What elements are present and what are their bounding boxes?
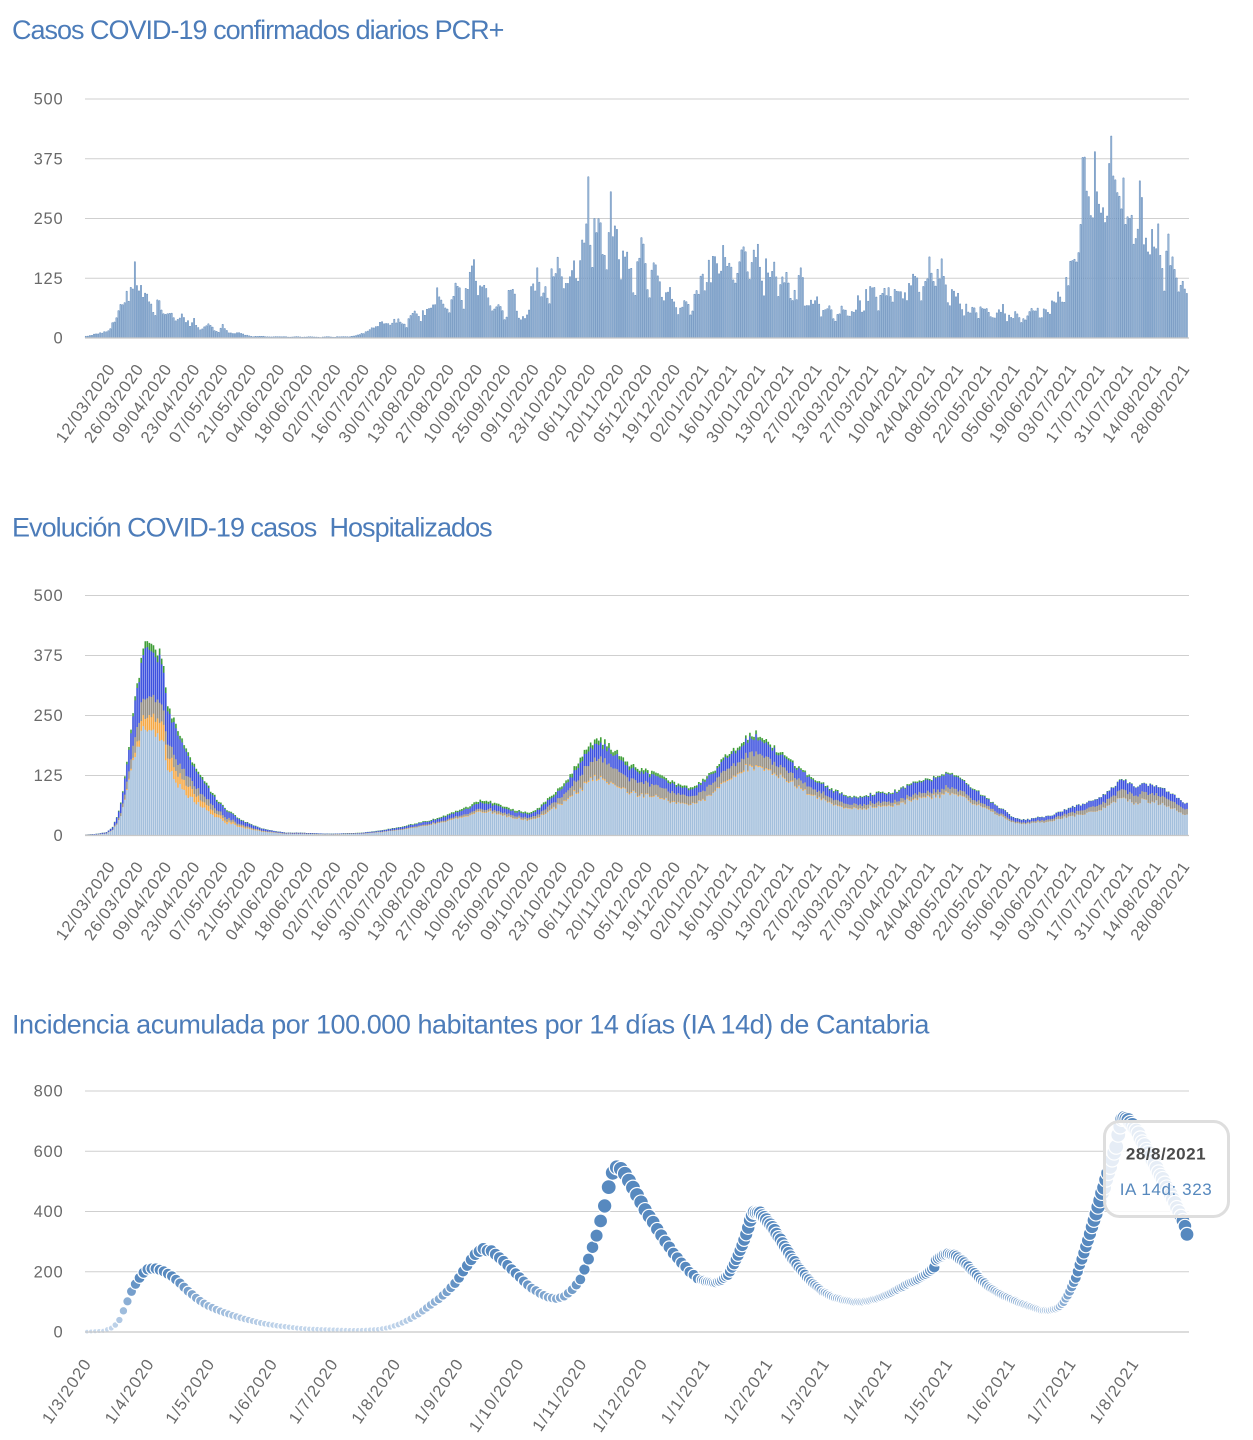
svg-text:1/3/2021: 1/3/2021 bbox=[777, 1355, 834, 1427]
svg-text:1/4/2021: 1/4/2021 bbox=[840, 1355, 897, 1427]
svg-text:500: 500 bbox=[34, 587, 64, 605]
svg-text:1/10/2020: 1/10/2020 bbox=[466, 1355, 529, 1436]
svg-text:1/5/2021: 1/5/2021 bbox=[900, 1355, 957, 1427]
svg-text:375: 375 bbox=[34, 150, 64, 168]
svg-text:Casos COVID-19 confirmados dia: Casos COVID-19 confirmados diarios PCR+ bbox=[12, 15, 504, 45]
svg-text:1/4/2020: 1/4/2020 bbox=[102, 1355, 159, 1427]
svg-text:500: 500 bbox=[34, 91, 64, 109]
svg-text:200: 200 bbox=[34, 1263, 64, 1281]
svg-text:125: 125 bbox=[34, 270, 64, 288]
svg-text:1/7/2020: 1/7/2020 bbox=[286, 1355, 343, 1427]
svg-text:1/2/2021: 1/2/2021 bbox=[720, 1355, 777, 1427]
svg-text:1/8/2021: 1/8/2021 bbox=[1086, 1355, 1143, 1427]
svg-text:375: 375 bbox=[34, 647, 64, 665]
svg-text:250: 250 bbox=[34, 707, 64, 725]
svg-text:1/9/2020: 1/9/2020 bbox=[411, 1355, 468, 1427]
svg-text:1/7/2021: 1/7/2021 bbox=[1024, 1355, 1081, 1427]
svg-text:Evolución COVID-19 casos Hosp: Evolución COVID-19 casos Hospitalizados bbox=[12, 513, 492, 543]
svg-text:1/6/2021: 1/6/2021 bbox=[963, 1355, 1020, 1427]
svg-text:400: 400 bbox=[34, 1203, 64, 1221]
svg-text:1/12/2020: 1/12/2020 bbox=[589, 1355, 652, 1436]
svg-text:0: 0 bbox=[54, 827, 64, 845]
svg-text:1/6/2020: 1/6/2020 bbox=[225, 1355, 282, 1427]
svg-text:125: 125 bbox=[34, 767, 64, 785]
svg-text:600: 600 bbox=[34, 1143, 64, 1161]
svg-text:1/5/2020: 1/5/2020 bbox=[162, 1355, 219, 1427]
svg-text:250: 250 bbox=[34, 210, 64, 228]
svg-text:0: 0 bbox=[54, 330, 64, 348]
svg-text:Incidencia acumulada por 100.0: Incidencia acumulada por 100.000 habitan… bbox=[12, 1010, 930, 1040]
svg-text:0: 0 bbox=[54, 1324, 64, 1342]
svg-text:IA 14d: 323: IA 14d: 323 bbox=[1120, 1180, 1213, 1199]
svg-text:1/3/2020: 1/3/2020 bbox=[39, 1355, 96, 1427]
svg-text:1/1/2021: 1/1/2021 bbox=[658, 1355, 715, 1427]
svg-text:28/8/2021: 28/8/2021 bbox=[1126, 1145, 1206, 1164]
svg-text:1/8/2020: 1/8/2020 bbox=[348, 1355, 405, 1427]
svg-text:1/11/2020: 1/11/2020 bbox=[529, 1355, 591, 1435]
svg-text:800: 800 bbox=[34, 1083, 64, 1101]
